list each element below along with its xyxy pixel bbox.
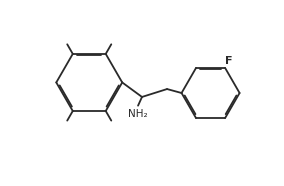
Text: F: F [225,57,233,66]
Text: NH₂: NH₂ [128,109,148,119]
